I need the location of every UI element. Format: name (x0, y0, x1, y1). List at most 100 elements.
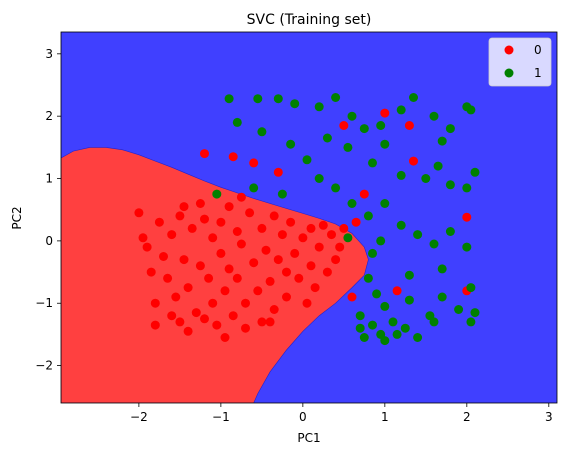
x-tick-label: −2 (130, 410, 148, 424)
point-class-1-54 (454, 305, 464, 314)
x-axis-ticks: −2 −1 0 1 2 3 (130, 403, 553, 424)
y-tick-label: 2 (45, 109, 53, 123)
y-axis-ticks: −2 −1 0 1 2 3 (35, 47, 61, 373)
point-class-0-48 (302, 298, 312, 308)
point-class-1-66 (404, 270, 414, 280)
point-class-0-77 (409, 156, 418, 166)
point-class-1-60 (380, 336, 390, 346)
point-class-1-16 (232, 117, 242, 127)
point-class-1-17 (257, 127, 267, 137)
plot-frame (60, 31, 558, 404)
point-class-1-53 (437, 292, 447, 302)
point-class-1-68 (466, 283, 476, 293)
point-class-1-31 (249, 183, 259, 193)
point-class-0-24 (224, 202, 234, 212)
point-class-1-44 (372, 289, 382, 299)
point-class-0-27 (232, 227, 242, 236)
legend-marker-class-0 (504, 45, 514, 55)
point-class-1-37 (380, 199, 390, 208)
point-class-0-69 (236, 192, 246, 202)
point-class-0-62 (200, 314, 209, 324)
point-class-1-0 (224, 94, 234, 104)
point-class-0-43 (282, 267, 291, 277)
point-class-0-74 (339, 121, 349, 130)
point-class-1-4 (314, 102, 324, 112)
x-tick-label: 1 (381, 410, 389, 424)
point-class-0-10 (175, 317, 185, 327)
point-class-1-11 (429, 111, 439, 121)
point-class-0-13 (187, 223, 197, 233)
x-tick-label: 3 (545, 410, 553, 424)
point-class-1-57 (429, 317, 439, 327)
legend: 0 1 (488, 37, 552, 87)
point-class-1-24 (396, 170, 406, 180)
point-class-0-7 (167, 230, 177, 240)
point-class-0-16 (200, 214, 209, 224)
point-class-1-41 (445, 227, 455, 236)
point-class-1-42 (462, 242, 472, 252)
point-class-1-36 (363, 211, 373, 221)
point-class-0-12 (183, 283, 193, 293)
point-class-0-76 (404, 121, 414, 130)
point-class-1-47 (400, 323, 410, 333)
point-class-1-67 (437, 264, 447, 274)
point-class-1-64 (343, 233, 353, 243)
point-class-1-48 (355, 311, 365, 321)
point-class-1-58 (355, 323, 365, 333)
point-class-0-37 (265, 276, 275, 286)
point-class-1-61 (392, 329, 402, 339)
point-class-1-32 (277, 189, 287, 199)
point-class-0-41 (277, 230, 287, 240)
point-class-0-26 (228, 311, 238, 321)
point-class-0-9 (175, 211, 185, 221)
point-class-1-38 (396, 220, 406, 230)
point-class-1-12 (437, 136, 447, 146)
point-class-0-78 (359, 189, 369, 199)
point-class-1-9 (396, 105, 406, 115)
point-class-1-30 (212, 189, 222, 199)
point-class-1-29 (470, 167, 480, 177)
y-tick-label: −2 (35, 359, 53, 373)
point-class-1-59 (359, 333, 369, 342)
point-class-0-81 (462, 212, 472, 222)
point-class-0-33 (253, 286, 263, 296)
point-class-0-3 (150, 298, 160, 308)
point-class-1-62 (413, 333, 423, 342)
point-class-1-15 (466, 105, 476, 115)
point-class-0-1 (138, 233, 148, 243)
point-class-0-38 (269, 211, 279, 221)
point-class-1-22 (368, 158, 377, 168)
point-class-0-42 (282, 292, 291, 302)
point-class-0-60 (167, 311, 177, 321)
point-class-1-26 (433, 161, 443, 171)
point-class-1-7 (359, 124, 369, 134)
point-class-1-56 (466, 317, 476, 327)
point-class-0-83 (347, 292, 357, 302)
point-class-0-49 (306, 223, 316, 233)
point-class-1-51 (404, 295, 414, 305)
point-class-0-51 (310, 283, 320, 293)
scatter-points-layer (134, 93, 480, 346)
x-tick-label: 2 (463, 410, 471, 424)
y-tick-label: 0 (45, 234, 53, 248)
point-class-0-50 (306, 261, 316, 271)
point-class-1-35 (347, 199, 357, 208)
point-class-1-39 (413, 230, 423, 240)
point-class-0-59 (150, 320, 160, 330)
legend-label-class-1: 1 (534, 66, 542, 80)
point-class-0-4 (154, 217, 164, 227)
point-class-0-17 (204, 273, 214, 283)
point-class-0-79 (351, 217, 361, 227)
point-class-1-45 (380, 301, 390, 311)
point-class-0-2 (146, 267, 156, 277)
x-axis-label: PC1 (297, 431, 320, 445)
point-class-0-5 (159, 252, 168, 261)
y-axis-label: PC2 (10, 206, 24, 229)
y-tick-label: 3 (45, 47, 53, 61)
point-class-1-10 (409, 93, 418, 102)
point-class-1-1 (253, 94, 263, 104)
point-class-0-35 (257, 317, 267, 327)
point-class-0-23 (220, 286, 230, 296)
y-tick-label: 1 (45, 172, 53, 186)
point-class-0-15 (195, 261, 205, 271)
